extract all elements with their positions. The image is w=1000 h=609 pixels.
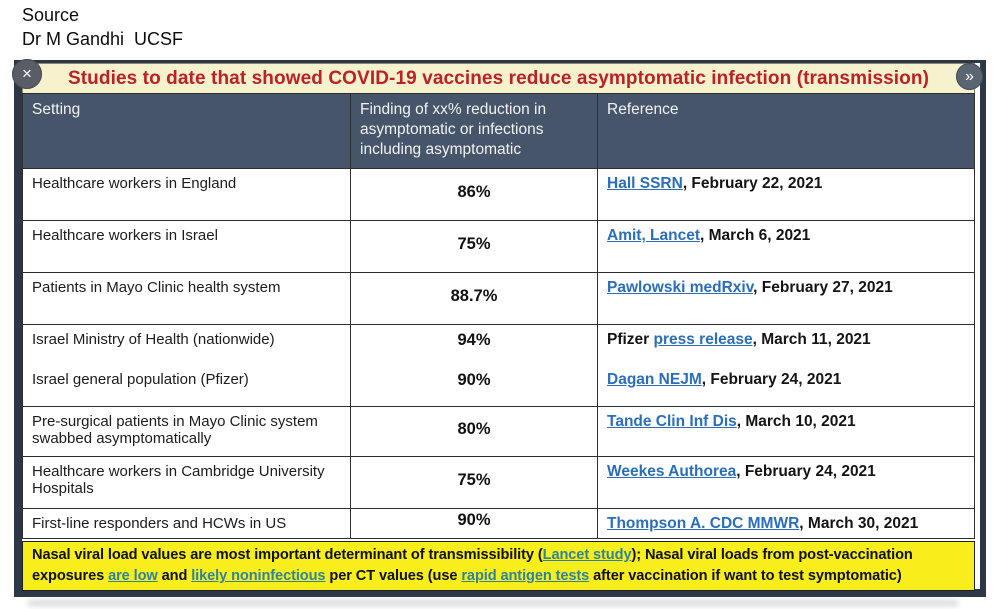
setting-cell: Israel Ministry of Health (nationwide) — [23, 325, 351, 365]
table-row: Pre-surgical patients in Mayo Clinic sys… — [23, 406, 974, 456]
reference-date: , March 11, 2021 — [752, 331, 871, 348]
col-header-reference: Reference — [598, 94, 974, 168]
setting-cell: Healthcare workers in England — [23, 169, 351, 220]
footer-text: ); Nasal viral loads from post-vaccinati… — [32, 547, 913, 584]
reference-cell: Hall SSRN, February 22, 2021 — [598, 169, 974, 220]
reference-link[interactable]: Dagan NEJM — [607, 371, 702, 388]
reference-date: , March 10, 2021 — [736, 413, 856, 430]
reference-date: , February 24, 2021 — [701, 371, 842, 388]
table-row: First-line responders and HCWs in US 90%… — [23, 508, 974, 538]
setting-cell: Healthcare workers in Cambridge Universi… — [23, 457, 351, 508]
col-header-setting: Setting — [23, 94, 351, 168]
source-label: Source — [22, 5, 80, 25]
reference-link[interactable]: Pawlowski medRxiv — [607, 279, 754, 296]
footer-link-rapid-antigen-tests[interactable]: rapid antigen tests — [461, 568, 590, 584]
source-author: Dr M Gandhi UCSF — [22, 29, 184, 49]
reference-link[interactable]: Hall SSRN — [607, 175, 683, 192]
setting-cell: First-line responders and HCWs in US — [23, 509, 351, 538]
bottom-artifact — [28, 600, 958, 606]
footer-text: Nasal viral load values are most importa… — [32, 547, 543, 563]
finding-cell: 75% — [351, 221, 598, 272]
close-button[interactable]: × — [12, 59, 42, 89]
reference-link[interactable]: Amit, Lancet — [607, 227, 701, 244]
footer-text: after vaccination if want to test sympto… — [589, 568, 902, 584]
table-row: Healthcare workers in Israel 75% Amit, L… — [23, 220, 974, 272]
source-caption: Source Dr M Gandhi UCSF — [22, 3, 183, 51]
setting-cell: Pre-surgical patients in Mayo Clinic sys… — [23, 407, 351, 456]
table-row: Patients in Mayo Clinic health system 88… — [23, 272, 974, 324]
studies-panel: Studies to date that showed COVID-19 vac… — [14, 60, 986, 597]
finding-cell: 90% — [351, 365, 598, 406]
reference-cell: Tande Clin Inf Dis, March 10, 2021 — [598, 407, 974, 456]
footer-link-are-low[interactable]: are low — [108, 568, 158, 584]
next-button[interactable]: » — [956, 63, 983, 90]
table-row: Israel Ministry of Health (nationwide) 9… — [23, 324, 974, 365]
finding-cell: 75% — [351, 457, 598, 508]
chevron-right-icon: » — [965, 67, 974, 85]
footer-note: Nasal viral load values are most importa… — [22, 541, 975, 591]
reference-date: , February 24, 2021 — [736, 463, 876, 480]
setting-cell: Israel general population (Pfizer) — [23, 365, 351, 406]
reference-cell: Amit, Lancet, March 6, 2021 — [598, 221, 974, 272]
table-row: Healthcare workers in Cambridge Universi… — [23, 456, 974, 508]
setting-cell: Healthcare workers in Israel — [23, 221, 351, 272]
table-header-row: Setting Finding of xx% reduction in asym… — [23, 94, 974, 168]
reference-date: , March 6, 2021 — [700, 227, 811, 244]
reference-link[interactable]: press release — [653, 331, 753, 348]
table-row: Healthcare workers in England 86% Hall S… — [23, 168, 974, 220]
col-header-finding: Finding of xx% reduction in asymptomatic… — [351, 94, 598, 168]
reference-cell: Thompson A. CDC MMWR, March 30, 2021 — [598, 509, 974, 538]
reference-cell: Weekes Authorea, February 24, 2021 — [598, 457, 974, 508]
footer-link-likely-noninfectious[interactable]: likely noninfectious — [191, 568, 326, 584]
reference-link[interactable]: Tande Clin Inf Dis — [607, 413, 737, 430]
reference-prefix: Pfizer — [607, 331, 654, 348]
finding-cell: 86% — [351, 169, 598, 220]
finding-cell: 88.7% — [351, 273, 598, 324]
panel-title: Studies to date that showed COVID-19 vac… — [22, 63, 975, 93]
reference-cell: Pfizer press release, March 11, 2021 — [598, 325, 974, 365]
studies-table: Setting Finding of xx% reduction in asym… — [22, 93, 975, 539]
panel-content: Studies to date that showed COVID-19 vac… — [22, 63, 980, 591]
footer-link-lancet-study[interactable]: Lancet study — [542, 547, 632, 563]
reference-cell: Pawlowski medRxiv, February 27, 2021 — [598, 273, 974, 324]
finding-cell: 94% — [351, 325, 598, 365]
finding-cell: 90% — [351, 509, 598, 538]
reference-link[interactable]: Thompson A. CDC MMWR — [607, 515, 800, 532]
reference-cell: Dagan NEJM, February 24, 2021 — [598, 365, 974, 406]
reference-date: , February 22, 2021 — [682, 175, 823, 192]
reference-date: , February 27, 2021 — [753, 279, 893, 296]
finding-cell: 80% — [351, 407, 598, 456]
footer-text: and — [157, 568, 192, 584]
table-row: Israel general population (Pfizer) 90% D… — [23, 365, 974, 406]
reference-date: , March 30, 2021 — [799, 515, 919, 532]
close-icon: × — [22, 64, 32, 83]
footer-text: per CT values (use — [325, 568, 462, 584]
reference-link[interactable]: Weekes Authorea — [607, 463, 737, 480]
setting-cell: Patients in Mayo Clinic health system — [23, 273, 351, 324]
